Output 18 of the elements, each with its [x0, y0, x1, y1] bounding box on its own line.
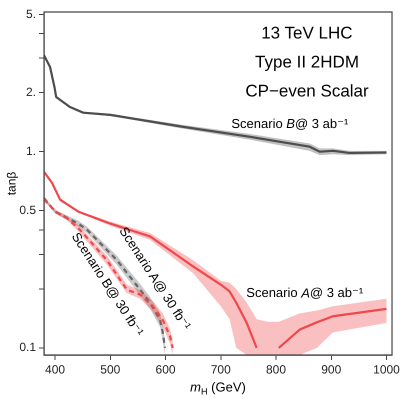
x-tick-label: 400: [45, 362, 66, 377]
y-tick-label: 5.: [26, 6, 36, 21]
y-tick-label: 0.1: [19, 340, 36, 354]
y-axis-title: tanβ: [4, 172, 18, 196]
x-tick-label: 600: [156, 362, 176, 377]
series-label: Scenario A@ 3 ab⁻¹: [246, 285, 364, 300]
y-tick-label: 0.5: [19, 203, 36, 218]
x-tick-label: 800: [266, 362, 286, 377]
annotation: 13 TeV LHC: [261, 24, 353, 43]
y-tick-label: 1.: [26, 144, 36, 158]
annotation: Type II 2HDM: [255, 52, 359, 72]
x-tick-label: 500: [100, 362, 121, 377]
x-tick-label: 900: [321, 362, 342, 377]
series-label: Scenario B@ 3 ab⁻¹: [231, 116, 349, 131]
x-tick-label: 700: [210, 362, 232, 377]
y-tick-label: 2.: [26, 84, 36, 99]
annotation: CP−even Scalar: [245, 82, 370, 101]
x-tick-label: 1000: [373, 362, 400, 377]
